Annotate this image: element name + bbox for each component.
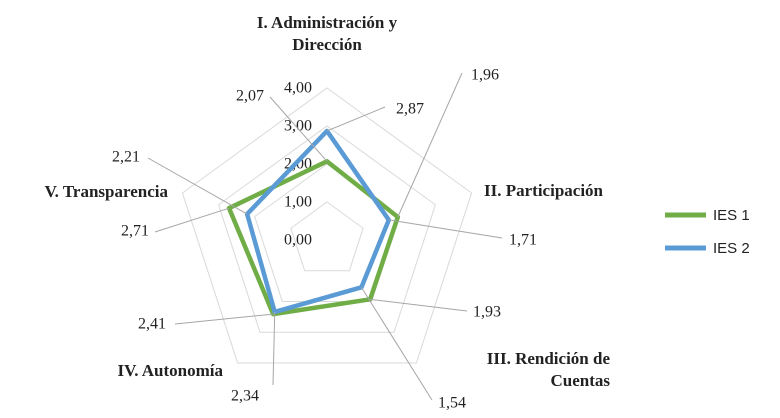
leader-line xyxy=(272,311,276,386)
grid-line xyxy=(290,201,364,272)
data-label: 1,71 xyxy=(509,232,537,249)
leader-line xyxy=(388,219,503,239)
r-tick-label: 1,00 xyxy=(284,194,312,211)
category-label: II. Participación xyxy=(484,181,603,200)
grid-line xyxy=(217,125,437,333)
category-label: III. Rendición de Cuentas xyxy=(486,349,610,390)
leader-line xyxy=(269,96,328,162)
data-label: 1,54 xyxy=(438,395,466,412)
data-label: 2,71 xyxy=(121,223,149,240)
category-label: V. Transparencia xyxy=(44,182,168,201)
leader-line xyxy=(174,313,274,325)
category-label: IV. Autonomía xyxy=(117,361,224,380)
leader-line xyxy=(397,72,463,218)
series-line xyxy=(244,128,392,315)
leader-line xyxy=(326,106,386,132)
r-tick-label: 0,00 xyxy=(284,232,312,249)
legend-label: IES 1 xyxy=(713,207,750,224)
data-label: 1,96 xyxy=(471,67,499,84)
legend-label: IES 2 xyxy=(713,240,750,257)
data-label: 2,21 xyxy=(112,149,140,166)
grid-line xyxy=(181,87,473,364)
data-label: 2,07 xyxy=(236,88,264,105)
leader-line xyxy=(370,298,468,312)
data-label: 1,93 xyxy=(473,304,501,321)
data-label: 2,34 xyxy=(231,388,259,405)
r-tick-label: 4,00 xyxy=(284,80,312,97)
category-label: I. Administración y Dirección xyxy=(256,13,398,54)
data-label: 2,41 xyxy=(138,316,166,333)
r-tick-label: 3,00 xyxy=(284,118,312,135)
data-label: 2,87 xyxy=(396,101,424,118)
series-line xyxy=(226,159,401,317)
leader-line xyxy=(154,207,230,233)
leader-line xyxy=(360,287,433,401)
leader-line xyxy=(147,157,248,215)
